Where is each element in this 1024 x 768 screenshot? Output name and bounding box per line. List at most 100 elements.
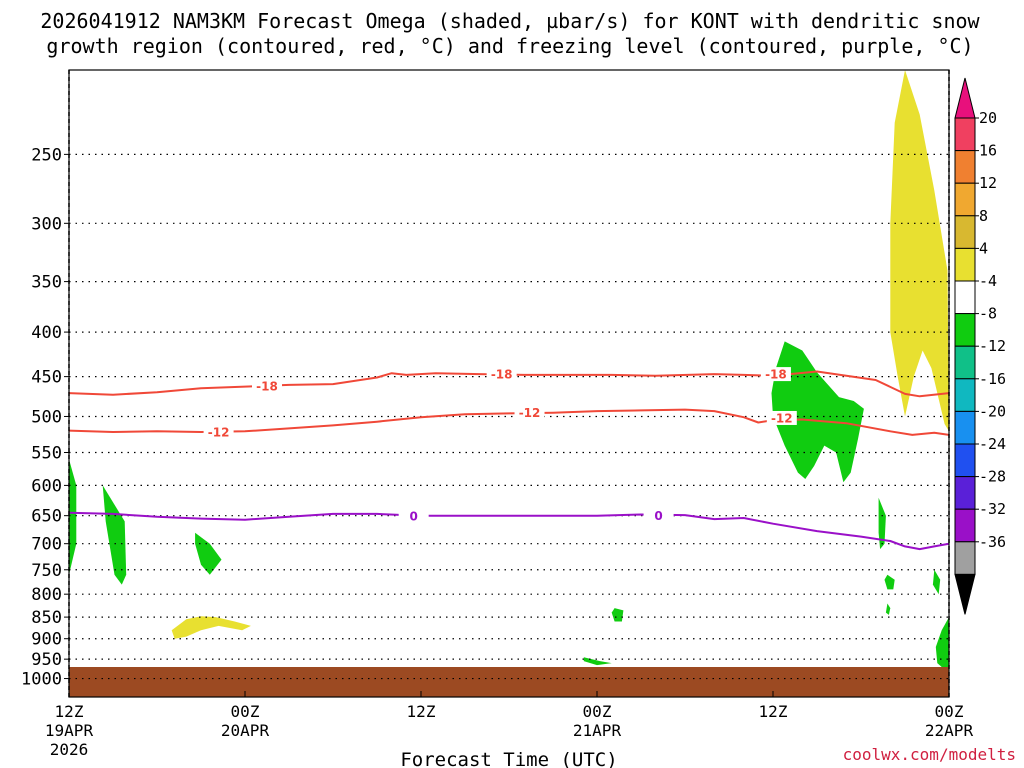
x-tick-label-12-line1: 00Z [231, 702, 260, 721]
dendritic-m18-label-3: -18 [765, 368, 787, 382]
colorbar-label-4: 8 [979, 207, 988, 225]
x-tick-label-36-line2: 21APR [573, 721, 622, 740]
y-tick-label-500: 500 [31, 407, 62, 427]
colorbar-swatch-3 [954, 182, 976, 217]
x-tick-label-12-line2: 20APR [221, 721, 270, 740]
y-tick-label-550: 550 [31, 444, 62, 464]
omega-rising-region-10 [884, 574, 895, 590]
omega-rising-region-13 [935, 617, 949, 671]
y-tick-label-600: 600 [31, 476, 62, 496]
dendritic-m18-label-bg-1 [252, 378, 282, 393]
omega-rising-region-3 [195, 532, 222, 575]
pressure-gridlines [69, 153, 949, 680]
x-axis-label: Forecast Time (UTC) [400, 749, 617, 768]
colorbar-swatch-6 [954, 280, 976, 315]
y-tick-label-750: 750 [31, 561, 62, 581]
colorbar-swatch-4 [954, 215, 976, 249]
freezing-level-label-bg-2 [643, 508, 674, 523]
dendritic-m18-label-1: -18 [256, 379, 278, 393]
freezing-level-label-2: 0 [654, 509, 662, 523]
y-tick-label-950: 950 [31, 650, 62, 670]
colorbar-swatch-10 [954, 410, 976, 445]
colorbar-label-13: -32 [979, 500, 1006, 518]
omega-rising-region-2 [102, 485, 127, 585]
temperature-contours: -18 -18 -18 -12 -12 -12 0 0 [69, 367, 949, 551]
freezing-level-label-1: 0 [409, 510, 417, 524]
colorbar-swatch-13 [954, 508, 976, 543]
dendritic-m12-label-bg-2 [514, 405, 545, 420]
y-tick-label-350: 350 [31, 273, 62, 293]
y-tick-label-250: 250 [31, 145, 62, 165]
credit-text: coolwx.com/modelts [843, 745, 1016, 764]
colorbar: 20 16 12 8 4 -4 -8 -12 -16 -20 -24 -28 -32 -36 [954, 77, 1006, 615]
colorbar-label-5: 4 [979, 239, 988, 257]
dendritic-m12-label-2: -12 [519, 406, 541, 420]
colorbar-label-2: 16 [979, 142, 997, 160]
dendritic-m12-label-bg-1 [203, 425, 234, 440]
omega-rising-region-5 [611, 608, 624, 622]
x-tick-label-24-line1: 12Z [407, 702, 436, 721]
dendritic-m18-label-2: -18 [491, 368, 513, 382]
chart-title-line2: growth region (contoured, red, °C) and f… [46, 34, 973, 58]
omega-rising-region-11 [885, 603, 891, 615]
plot-frame [68, 69, 950, 698]
colorbar-label-3: 12 [979, 174, 997, 192]
omega-shaded-regions [69, 70, 949, 671]
dendritic-m12-label-1: -12 [208, 426, 230, 440]
colorbar-top-arrow [954, 77, 976, 119]
y-tick-label-450: 450 [31, 368, 62, 388]
colorbar-label-7: -8 [979, 305, 997, 323]
colorbar-swatch-1 [954, 117, 976, 152]
y-axis-ticks: 2503003504004505005506006507007508008509… [21, 145, 69, 690]
ground-below-surface [69, 667, 949, 697]
x-tick-label-48-line1: 12Z [759, 702, 788, 721]
dendritic-m12-label-3: -12 [771, 411, 793, 425]
colorbar-bottom-arrow [954, 573, 976, 615]
colorbar-label-11: -24 [979, 435, 1006, 453]
x-tick-label-60-line2: 22APR [925, 721, 974, 740]
omega-sinking-region-4 [171, 616, 251, 639]
x-tick-label-0-line3: 2026 [50, 740, 89, 759]
colorbar-swatch-9 [954, 378, 976, 412]
colorbar-label-14: -36 [979, 533, 1006, 551]
colorbar-swatch-7 [954, 313, 976, 347]
dendritic-m18-label-bg-3 [760, 367, 791, 382]
colorbar-swatch-2 [954, 150, 976, 184]
colorbar-swatch-14 [954, 541, 976, 575]
y-tick-label-800: 800 [31, 585, 62, 605]
y-tick-label-850: 850 [31, 608, 62, 628]
freezing-level-label-bg-1 [398, 509, 429, 524]
freezing-level-contour [69, 511, 949, 551]
y-tick-label-400: 400 [31, 323, 62, 343]
colorbar-label-9: -16 [979, 370, 1006, 388]
omega-rising-region-12 [932, 569, 941, 595]
omega-rising-region-7 [771, 341, 864, 483]
chart-title-line1: 2026041912 NAM3KM Forecast Omega (shaded… [40, 9, 980, 33]
y-tick-label-300: 300 [31, 214, 62, 234]
dendritic-m12-contour [69, 408, 949, 436]
colorbar-swatch-8 [954, 345, 976, 380]
dendritic-m12-label-bg-3 [766, 410, 797, 425]
x-tick-label-0-line1: 12Z [55, 702, 84, 721]
colorbar-label-1: 20 [979, 109, 997, 127]
omega-rising-region-1 [69, 459, 77, 575]
y-tick-label-650: 650 [31, 507, 62, 527]
colorbar-label-10: -20 [979, 402, 1006, 420]
y-tick-label-900: 900 [31, 630, 62, 650]
dendritic-m18-label-bg-2 [486, 367, 517, 382]
x-tick-label-60-line1: 00Z [935, 702, 964, 721]
omega-sinking-region-8 [890, 70, 949, 432]
colorbar-label-6: -4 [979, 272, 997, 290]
omega-rising-region-9 [878, 497, 886, 550]
y-tick-label-700: 700 [31, 535, 62, 555]
colorbar-swatch-5 [954, 247, 976, 282]
colorbar-swatch-12 [954, 476, 976, 510]
colorbar-label-8: -12 [979, 337, 1006, 355]
colorbar-swatch-11 [954, 443, 976, 478]
x-tick-label-0-line2: 19APR [45, 721, 94, 740]
omega-rising-region-6 [583, 657, 612, 666]
x-tick-label-36-line1: 00Z [583, 702, 612, 721]
colorbar-label-12: -28 [979, 468, 1006, 486]
